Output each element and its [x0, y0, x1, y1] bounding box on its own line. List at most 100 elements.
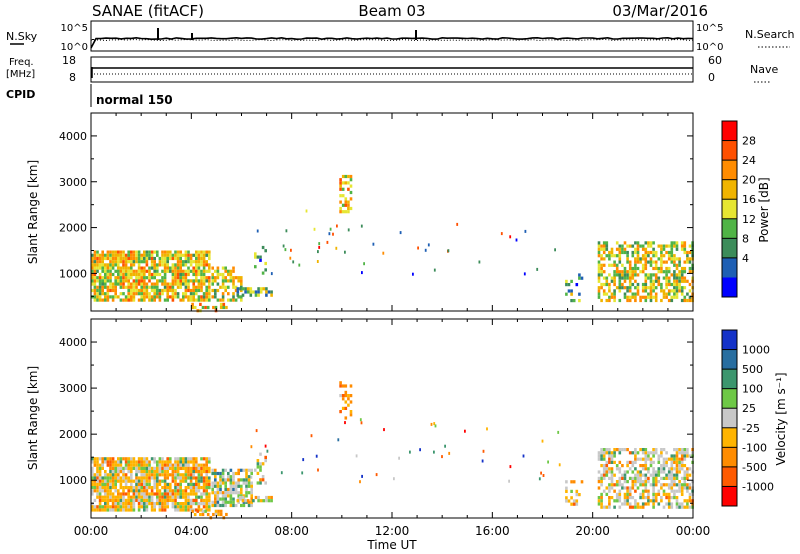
range-cell	[600, 451, 603, 455]
range-cell	[667, 279, 671, 283]
colorbar-swatch	[722, 199, 737, 219]
range-cell	[211, 500, 214, 504]
range-cell	[176, 250, 180, 254]
range-cell	[680, 483, 684, 487]
range-cell	[114, 295, 117, 299]
range-cell	[618, 448, 622, 452]
range-cell	[117, 463, 120, 467]
range-cell	[192, 457, 195, 461]
range-cell	[122, 476, 125, 480]
range-cell	[618, 289, 622, 293]
range-cell	[93, 505, 97, 509]
range-cell	[145, 256, 149, 261]
range-cell	[224, 266, 227, 270]
range-cell	[644, 276, 648, 280]
range-cell	[618, 270, 622, 274]
range-cell	[119, 470, 123, 474]
range-cell	[145, 292, 149, 296]
range-cell	[106, 502, 110, 506]
range-cell	[148, 256, 151, 261]
range-cell	[119, 492, 123, 496]
range-cell	[660, 282, 663, 287]
range-cell	[132, 263, 136, 267]
range-cell	[349, 190, 353, 195]
range-cell	[132, 489, 136, 493]
range-cell	[605, 292, 609, 296]
range-cell	[98, 285, 102, 289]
range-cell	[211, 272, 214, 277]
range-cell	[649, 282, 653, 287]
range-cell	[158, 463, 162, 467]
range-cell	[326, 240, 329, 244]
range-cell	[660, 464, 663, 468]
range-cell	[232, 484, 235, 488]
range-cell	[156, 502, 159, 506]
range-cell	[615, 263, 619, 267]
range-cell	[179, 272, 182, 277]
range-cell	[214, 292, 217, 296]
range-cell	[104, 263, 107, 267]
range-cell	[214, 468, 217, 472]
range-cell	[524, 229, 527, 233]
range-cell	[644, 247, 648, 251]
range-cell	[101, 260, 104, 264]
colorbar-tick-label: 25	[742, 402, 756, 415]
range-cell	[644, 448, 648, 452]
station-title: SANAE (fitACF)	[92, 2, 204, 20]
range-cell	[140, 285, 143, 289]
range-cell	[628, 451, 632, 455]
range-cell	[104, 470, 107, 474]
range-cell	[143, 463, 146, 467]
range-cell	[433, 450, 435, 454]
range-cell	[600, 492, 603, 496]
range-cell	[610, 279, 614, 283]
range-cell	[137, 253, 141, 257]
range-cell	[156, 285, 159, 289]
range-cell	[114, 253, 117, 257]
range-cell	[613, 276, 616, 280]
range-cell	[673, 263, 676, 267]
range-cell	[202, 269, 206, 273]
range-cell	[114, 479, 117, 483]
range-cell	[618, 499, 622, 503]
range-cell	[208, 298, 211, 302]
range-cell	[626, 489, 629, 493]
range-cell	[214, 276, 217, 280]
range-cell	[249, 293, 253, 297]
range-cell	[153, 482, 156, 486]
range-cell	[137, 486, 141, 490]
range-cell	[219, 497, 222, 501]
range-cell	[98, 292, 102, 296]
range-cell	[214, 475, 217, 479]
range-cell	[647, 492, 650, 496]
range-cell	[143, 466, 146, 470]
range-cell	[96, 266, 99, 270]
range-cell	[106, 272, 110, 277]
range-cell	[626, 286, 629, 290]
range-cell	[237, 484, 240, 488]
range-cell	[641, 505, 645, 509]
range-cell	[161, 256, 164, 261]
range-cell	[122, 256, 125, 261]
range-cell	[96, 473, 99, 477]
range-cell	[224, 494, 227, 498]
range-cell	[232, 269, 235, 273]
range-cell	[623, 295, 627, 299]
range-cell	[636, 244, 640, 248]
range-cell	[197, 486, 201, 490]
range-cell	[189, 473, 193, 477]
range-cell	[657, 282, 661, 287]
range-cell	[161, 250, 164, 254]
range-cell	[166, 460, 169, 464]
range-cell	[111, 486, 115, 490]
range-cell	[174, 489, 177, 493]
range-cell	[673, 276, 676, 280]
range-cell	[670, 298, 674, 303]
range-cell	[192, 292, 195, 296]
range-cell	[660, 247, 663, 251]
range-cell	[344, 197, 348, 201]
range-cell	[660, 451, 663, 455]
range-cell	[647, 502, 650, 506]
range-cell	[481, 459, 484, 463]
range-cell	[229, 478, 233, 482]
